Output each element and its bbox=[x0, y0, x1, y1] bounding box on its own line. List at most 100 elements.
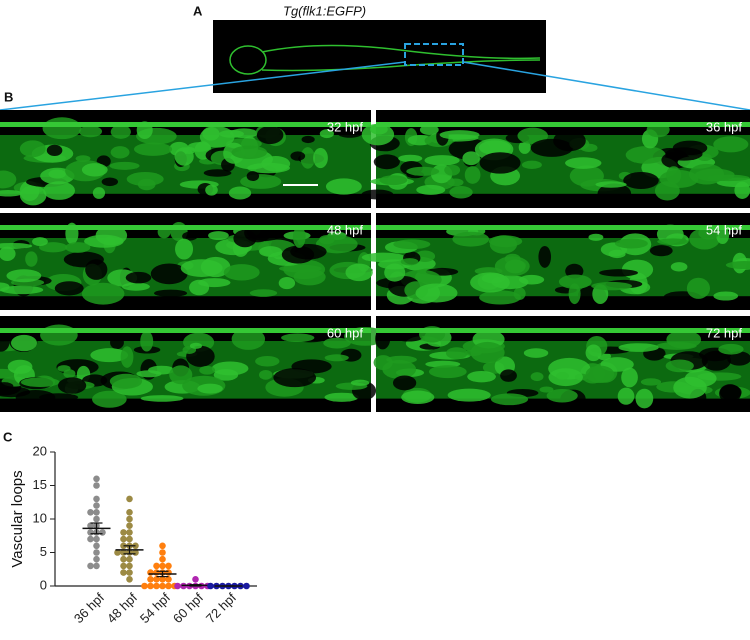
data-point bbox=[159, 549, 166, 556]
vessel bbox=[393, 239, 431, 250]
vessel bbox=[444, 164, 461, 176]
vessel bbox=[323, 337, 351, 349]
vessel bbox=[65, 242, 91, 253]
vessel-line bbox=[376, 328, 750, 333]
vessel bbox=[424, 155, 460, 166]
vessel bbox=[38, 242, 68, 253]
vessel bbox=[81, 163, 108, 177]
vessel bbox=[290, 151, 306, 161]
data-point bbox=[126, 535, 133, 543]
vessel bbox=[43, 181, 76, 200]
vessel bbox=[375, 328, 391, 350]
vessel bbox=[464, 166, 481, 184]
vessel bbox=[401, 390, 435, 404]
vessel bbox=[445, 347, 468, 360]
vessel bbox=[140, 395, 184, 402]
vessel bbox=[281, 333, 315, 343]
vessel bbox=[373, 154, 400, 170]
vessel bbox=[199, 365, 216, 375]
vessel bbox=[734, 181, 750, 199]
vessel bbox=[169, 365, 193, 385]
vessel bbox=[101, 177, 119, 187]
vessel bbox=[479, 290, 522, 305]
vessel bbox=[110, 146, 130, 159]
vessel bbox=[345, 263, 373, 282]
vessel bbox=[338, 130, 362, 138]
vessel-line bbox=[0, 328, 371, 333]
vessel bbox=[523, 348, 549, 358]
head bbox=[229, 45, 267, 75]
vessel bbox=[462, 151, 480, 166]
vessel bbox=[0, 282, 10, 292]
data-point bbox=[93, 549, 100, 556]
vessel bbox=[361, 123, 395, 146]
vessel bbox=[614, 238, 648, 249]
vessel bbox=[182, 231, 198, 241]
data-point bbox=[99, 529, 106, 536]
data-point bbox=[114, 549, 121, 556]
vessel bbox=[379, 175, 408, 186]
time-label: 48 hpf bbox=[327, 222, 364, 237]
vessel bbox=[136, 370, 162, 378]
vessel bbox=[48, 169, 66, 179]
x-tick-label: 54 hpf bbox=[137, 590, 173, 626]
vessel bbox=[319, 235, 335, 245]
vessel bbox=[208, 231, 229, 241]
panel-label: A bbox=[193, 3, 203, 18]
vessel bbox=[57, 365, 71, 372]
vessel bbox=[382, 359, 417, 379]
vessel bbox=[324, 354, 349, 362]
vessel bbox=[0, 333, 10, 352]
y-tick-label: 5 bbox=[40, 544, 47, 559]
panel-label: B bbox=[4, 89, 13, 104]
data-point bbox=[159, 576, 166, 583]
vessel bbox=[538, 245, 552, 268]
microscopy-image: 72 hpf bbox=[373, 316, 750, 412]
time-label: 72 hpf bbox=[706, 325, 743, 340]
data-point bbox=[159, 562, 166, 570]
vessel bbox=[249, 289, 278, 297]
vessel bbox=[0, 242, 33, 249]
data-point bbox=[93, 482, 100, 489]
vessel bbox=[180, 259, 223, 277]
vessel bbox=[621, 367, 638, 388]
data-point bbox=[147, 569, 154, 576]
x-tick-label: 48 hpf bbox=[104, 590, 140, 626]
vessel bbox=[85, 259, 108, 280]
vessel-line bbox=[0, 225, 371, 230]
data-point bbox=[165, 562, 172, 570]
microscopy-image: 60 hpf bbox=[0, 316, 387, 412]
vessel bbox=[7, 359, 33, 374]
vessel bbox=[319, 129, 334, 139]
vessel bbox=[361, 252, 406, 263]
vessel bbox=[449, 186, 473, 199]
vessel bbox=[256, 125, 284, 145]
data-point bbox=[141, 582, 148, 590]
vessel bbox=[120, 346, 134, 368]
data-point bbox=[147, 576, 154, 583]
vessel bbox=[109, 373, 143, 389]
vessel bbox=[384, 263, 406, 282]
time-label: 54 hpf bbox=[706, 222, 743, 237]
microscopy-image: 32 hpf bbox=[0, 110, 371, 208]
vessel bbox=[32, 237, 48, 247]
data-point bbox=[126, 515, 133, 523]
data-point bbox=[120, 569, 127, 576]
x-tick-label: 60 hpf bbox=[170, 590, 206, 626]
data-point bbox=[93, 509, 100, 516]
vessel bbox=[240, 174, 282, 189]
vessel bbox=[439, 130, 480, 140]
vessel bbox=[313, 147, 328, 169]
vessel bbox=[666, 166, 682, 184]
vessel-line bbox=[0, 122, 371, 127]
vessel bbox=[78, 125, 103, 138]
vessel bbox=[273, 368, 317, 388]
vessel bbox=[481, 273, 506, 284]
data-point bbox=[87, 509, 94, 516]
data-point bbox=[120, 555, 127, 563]
data-point bbox=[159, 542, 166, 550]
vessel bbox=[325, 178, 362, 195]
trunk bbox=[261, 59, 541, 72]
vessel bbox=[11, 334, 38, 352]
vessel bbox=[278, 277, 296, 290]
